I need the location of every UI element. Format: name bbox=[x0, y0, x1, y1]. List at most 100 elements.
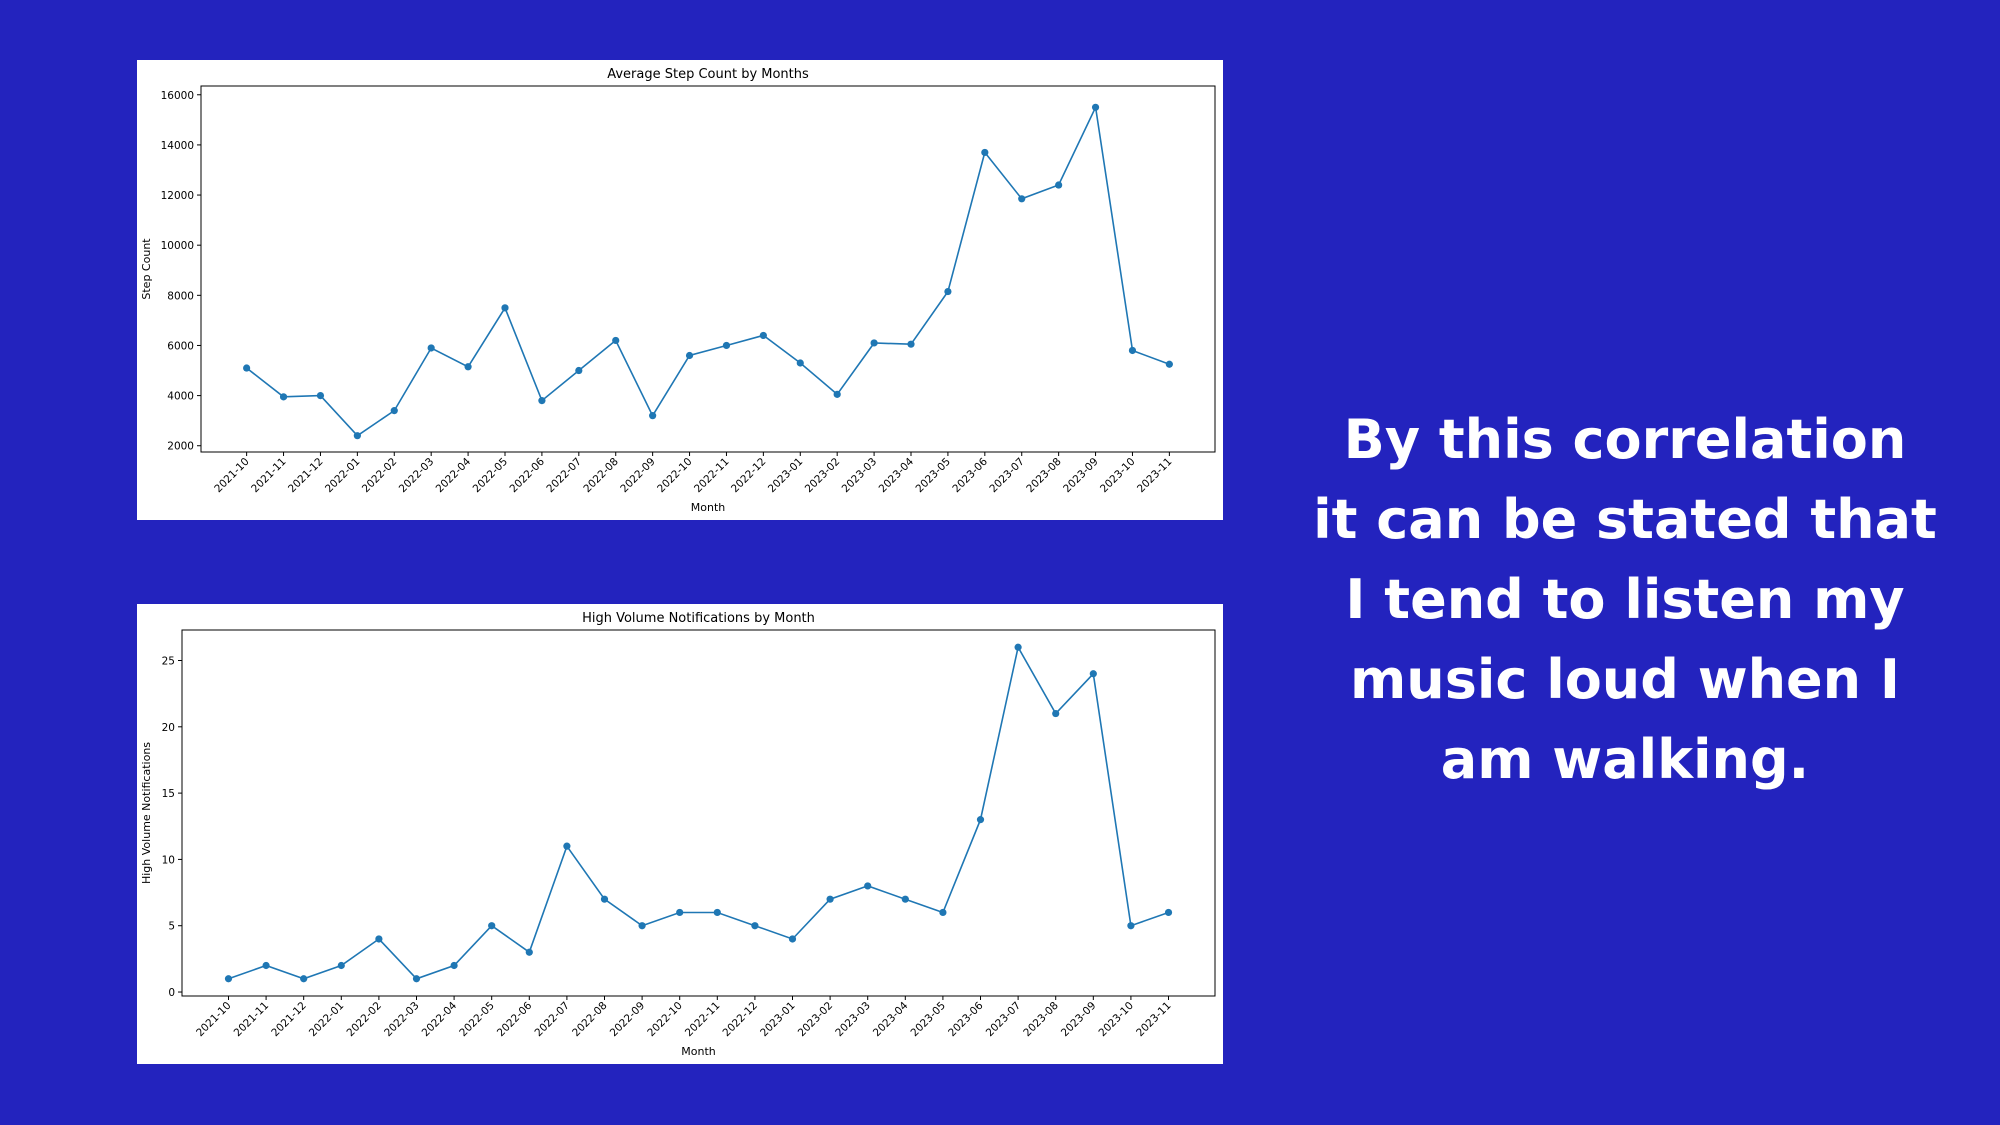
data-point bbox=[337, 961, 345, 970]
x-axis-label: Month bbox=[681, 1045, 716, 1058]
x-tick-label: 2023-03 bbox=[840, 456, 880, 496]
data-point bbox=[538, 397, 546, 405]
data-point bbox=[944, 287, 952, 296]
x-tick-label: 2022-01 bbox=[307, 1000, 347, 1040]
x-tick-label: 2023-05 bbox=[914, 456, 954, 496]
y-tick-label: 20 bbox=[162, 722, 175, 734]
y-tick-label: 2000 bbox=[167, 441, 194, 453]
data-point bbox=[981, 148, 989, 157]
x-tick-label: 2023-09 bbox=[1059, 1000, 1099, 1040]
data-point bbox=[279, 393, 288, 401]
y-tick-label: 4000 bbox=[167, 391, 194, 403]
data-point bbox=[262, 961, 270, 970]
data-point bbox=[1164, 908, 1173, 917]
data-point bbox=[759, 331, 767, 340]
x-tick-label: 2022-11 bbox=[692, 456, 732, 496]
caption-line: it can be stated that bbox=[1313, 488, 1937, 551]
x-tick-label: 2023-10 bbox=[1097, 1000, 1137, 1040]
x-tick-label: 2022-07 bbox=[544, 456, 584, 496]
x-tick-label: 2022-06 bbox=[508, 455, 548, 495]
y-axis-label: High Volume Notifications bbox=[140, 742, 153, 884]
x-tick-label: 2021-11 bbox=[232, 1000, 272, 1040]
data-point bbox=[224, 975, 233, 983]
data-point bbox=[976, 816, 985, 824]
y-tick-label: 14000 bbox=[161, 140, 194, 152]
x-tick-label: 2023-09 bbox=[1061, 456, 1101, 496]
data-point bbox=[685, 351, 694, 360]
x-tick-label: 2023-08 bbox=[1021, 1000, 1061, 1040]
data-point bbox=[649, 412, 657, 420]
data-point bbox=[796, 359, 804, 367]
data-point bbox=[501, 304, 509, 312]
series-line bbox=[228, 644, 1169, 980]
x-tick-label: 2022-11 bbox=[683, 1000, 723, 1040]
series-line bbox=[246, 104, 1170, 437]
caption-line: am walking. bbox=[1440, 728, 1810, 791]
x-tick-label: 2022-07 bbox=[533, 1000, 573, 1040]
x-tick-label: 2023-07 bbox=[987, 456, 1027, 496]
x-tick-label: 2022-06 bbox=[495, 999, 535, 1039]
data-point bbox=[390, 407, 398, 415]
x-tick-label: 2022-05 bbox=[471, 456, 511, 496]
data-point bbox=[833, 390, 841, 398]
x-tick-label: 2022-09 bbox=[608, 1000, 648, 1040]
chart-title: High Volume Notifications by Month bbox=[582, 611, 815, 626]
step-count-chart: Average Step Count by Months 2000 4000 6000… bbox=[140, 67, 1216, 514]
x-tick-label: 2023-10 bbox=[1098, 456, 1138, 496]
y-tick-label: 6000 bbox=[167, 340, 194, 352]
data-point bbox=[300, 975, 308, 983]
data-point bbox=[612, 336, 620, 345]
data-point bbox=[575, 366, 583, 375]
notifications-chart-panel: High Volume Notifications by Month 0 5 10 15… bbox=[137, 604, 1223, 1064]
y-tick-label: 10 bbox=[162, 854, 175, 866]
x-tick-label: 2022-10 bbox=[655, 456, 695, 496]
data-point bbox=[243, 364, 251, 372]
data-point bbox=[563, 842, 571, 850]
data-point bbox=[464, 363, 472, 371]
x-tick-label: 2023-02 bbox=[803, 456, 843, 496]
data-point bbox=[864, 882, 872, 890]
data-point bbox=[488, 922, 496, 930]
data-point bbox=[412, 975, 421, 983]
plot-frame bbox=[200, 85, 1216, 453]
x-tick-label: 2021-11 bbox=[249, 456, 289, 496]
y-tick-label: 10000 bbox=[161, 240, 194, 252]
data-point bbox=[1018, 195, 1026, 203]
x-tick-label: 2023-03 bbox=[833, 1000, 873, 1040]
caption-line: music loud when I bbox=[1350, 648, 1900, 711]
x-tick-label: 2022-08 bbox=[581, 456, 621, 496]
data-point bbox=[316, 391, 325, 400]
x-tick-label: 2022-12 bbox=[721, 1000, 761, 1040]
data-point bbox=[375, 935, 383, 943]
chart-title: Average Step Count by Months bbox=[607, 67, 809, 82]
y-tick-label: 5 bbox=[168, 921, 175, 933]
x-tick-label: 2022-08 bbox=[570, 1000, 610, 1040]
data-point bbox=[1055, 181, 1063, 189]
x-tick-label: 2023-05 bbox=[909, 1000, 949, 1040]
x-tick-label: 2022-10 bbox=[645, 1000, 685, 1040]
x-tick-label: 2023-04 bbox=[871, 999, 911, 1039]
data-point bbox=[525, 948, 533, 956]
data-point bbox=[1052, 709, 1060, 718]
x-tick-label: 2023-11 bbox=[1134, 1000, 1174, 1040]
data-point bbox=[427, 344, 435, 352]
data-point bbox=[870, 339, 878, 347]
x-tick-label: 2021-12 bbox=[269, 1000, 309, 1040]
data-point bbox=[907, 340, 915, 348]
y-tick-label: 15 bbox=[162, 788, 175, 800]
y-tick-label: 0 bbox=[168, 987, 175, 999]
x-tick-label: 2023-11 bbox=[1135, 456, 1175, 496]
x-tick-label: 2022-04 bbox=[420, 999, 460, 1039]
x-tick-label: 2022-05 bbox=[457, 1000, 497, 1040]
plot-frame bbox=[181, 629, 1216, 997]
data-point bbox=[1165, 360, 1173, 368]
x-tick-label: 2022-04 bbox=[434, 455, 474, 495]
x-tick-label: 2023-07 bbox=[984, 1000, 1024, 1040]
x-tick-label: 2022-03 bbox=[397, 456, 437, 496]
caption-text: By this correlation it can be stated tha… bbox=[1300, 400, 1950, 800]
data-point bbox=[826, 895, 834, 903]
x-tick-label: 2022-02 bbox=[360, 456, 400, 496]
data-point bbox=[1127, 922, 1135, 930]
data-point bbox=[939, 908, 947, 917]
x-tick-label: 2022-03 bbox=[382, 1000, 422, 1040]
